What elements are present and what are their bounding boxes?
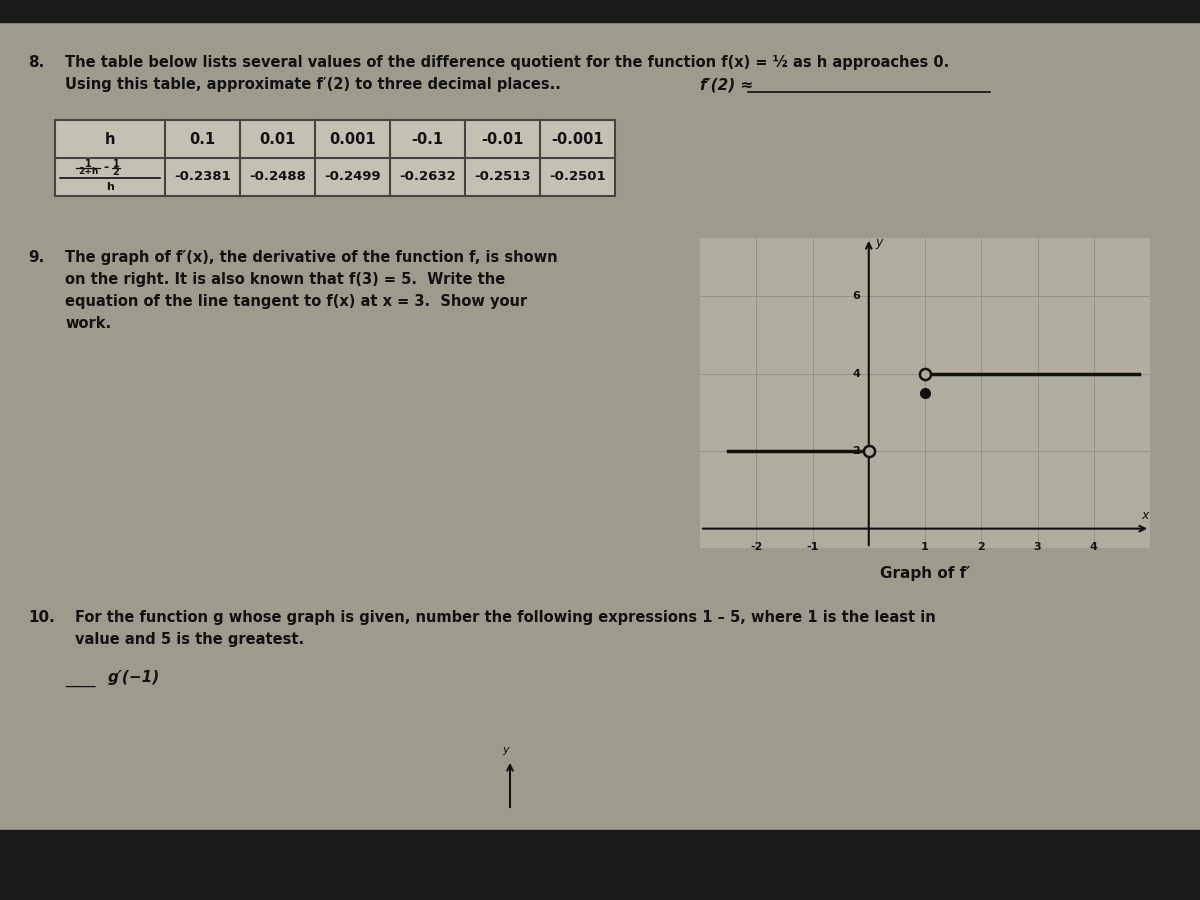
- Text: work.: work.: [65, 316, 112, 331]
- Text: For the function g whose graph is given, number the following expressions 1 – 5,: For the function g whose graph is given,…: [74, 610, 936, 625]
- Bar: [55, 120, 616, 196]
- Text: -0.001: -0.001: [551, 131, 604, 147]
- Text: -0.2501: -0.2501: [550, 170, 606, 184]
- Text: -0.2381: -0.2381: [174, 170, 230, 184]
- Text: -0.01: -0.01: [481, 131, 523, 147]
- Text: -2: -2: [750, 542, 762, 553]
- Text: f′(2) ≈: f′(2) ≈: [700, 77, 754, 92]
- Text: y: y: [876, 236, 883, 248]
- Text: The graph of f′(x), the derivative of the function f, is shown: The graph of f′(x), the derivative of th…: [65, 250, 558, 265]
- Text: 4: 4: [1090, 542, 1098, 553]
- Text: 6: 6: [852, 291, 860, 302]
- Text: x: x: [1141, 508, 1148, 522]
- Text: ____: ____: [65, 672, 96, 687]
- Bar: [0, 830, 1200, 900]
- Text: 2: 2: [113, 167, 119, 177]
- Text: 2+h: 2+h: [78, 167, 98, 176]
- Text: -0.2488: -0.2488: [250, 170, 306, 184]
- Text: -0.2513: -0.2513: [474, 170, 530, 184]
- Text: g′(−1): g′(−1): [108, 670, 161, 685]
- Text: value and 5 is the greatest.: value and 5 is the greatest.: [74, 632, 304, 647]
- Text: Graph of f′: Graph of f′: [880, 566, 970, 581]
- Text: -: -: [103, 161, 108, 175]
- Text: 0.001: 0.001: [329, 131, 376, 147]
- Text: 10.: 10.: [28, 610, 55, 625]
- Text: 8.: 8.: [28, 55, 44, 70]
- Text: The table below lists several values of the difference quotient for the function: The table below lists several values of …: [65, 55, 949, 70]
- Text: on the right. It is also known that f(3) = 5.  Write the: on the right. It is also known that f(3)…: [65, 272, 505, 287]
- Text: 1: 1: [85, 159, 91, 169]
- Text: 9.: 9.: [28, 250, 44, 265]
- Text: 2: 2: [977, 542, 985, 553]
- Bar: [0, 0, 1200, 22]
- Text: 3: 3: [1033, 542, 1042, 553]
- Text: -0.1: -0.1: [412, 131, 444, 147]
- Text: 4: 4: [852, 369, 860, 379]
- Text: h: h: [104, 131, 115, 147]
- Text: 1: 1: [113, 159, 119, 169]
- Text: -0.2632: -0.2632: [400, 170, 456, 184]
- Text: 0.1: 0.1: [190, 131, 216, 147]
- Text: Using this table, approximate f′(2) to three decimal places..: Using this table, approximate f′(2) to t…: [65, 77, 560, 92]
- Text: -0.2499: -0.2499: [324, 170, 380, 184]
- Text: equation of the line tangent to f(x) at x = 3.  Show your: equation of the line tangent to f(x) at …: [65, 294, 527, 309]
- Text: -1: -1: [806, 542, 818, 553]
- Text: h: h: [106, 182, 114, 192]
- Text: y: y: [502, 745, 509, 755]
- Text: 2: 2: [852, 446, 860, 456]
- Text: 0.01: 0.01: [259, 131, 295, 147]
- Text: 1: 1: [922, 542, 929, 553]
